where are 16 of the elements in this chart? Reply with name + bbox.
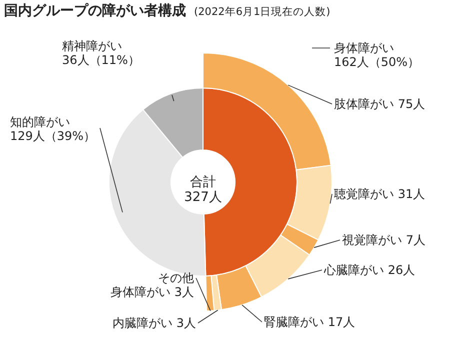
text: 合計 327人 [184,175,222,205]
data-label: 129人（39%） [10,129,96,143]
category-label: 腎臓障がい 17人 [264,315,356,329]
data-label: 36人（11%） [62,53,140,67]
slice-label: 精神障がい [62,39,122,53]
category-label: その他身体障がい 3人 [110,271,194,299]
chart-title: 国内グループの障がい者構成 [4,2,186,19]
chart-subtitle: (2022年6月1日現在の人数) [194,6,330,18]
category-label: 肢体障がい 75人 [334,97,426,111]
data-label: 162人（50%） [334,55,420,69]
category-label: 心臓障がい 26人 [324,263,416,277]
category-label: 視覚障がい 7人 [342,233,426,247]
slice-label: 身体障がい [334,41,394,55]
category-label: 内臓障がい 3人 [112,316,196,330]
category-label: 聴覚障がい 31人 [334,187,426,201]
slice-label: 知的障がい [10,115,70,129]
